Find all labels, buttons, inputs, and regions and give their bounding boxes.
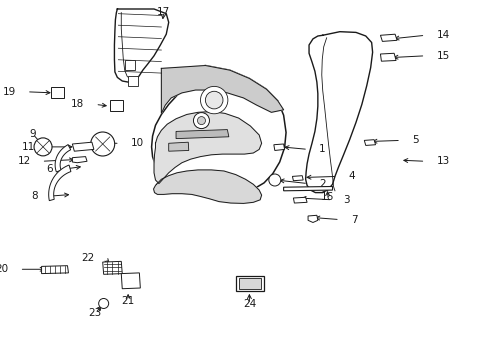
Bar bbox=[236, 276, 264, 291]
Polygon shape bbox=[151, 66, 285, 197]
Polygon shape bbox=[168, 142, 188, 151]
Polygon shape bbox=[305, 32, 372, 193]
Bar bbox=[128, 76, 138, 86]
Polygon shape bbox=[72, 157, 87, 163]
Circle shape bbox=[205, 91, 223, 109]
Text: 20: 20 bbox=[0, 264, 9, 274]
Polygon shape bbox=[55, 145, 71, 172]
Text: 15: 15 bbox=[435, 51, 449, 61]
FancyBboxPatch shape bbox=[110, 100, 122, 111]
Polygon shape bbox=[72, 142, 94, 151]
Polygon shape bbox=[161, 66, 283, 113]
Polygon shape bbox=[380, 34, 396, 41]
Circle shape bbox=[99, 298, 108, 309]
Text: 6: 6 bbox=[46, 164, 53, 174]
Polygon shape bbox=[154, 112, 261, 184]
Text: 13: 13 bbox=[435, 156, 449, 166]
Circle shape bbox=[197, 117, 205, 125]
Polygon shape bbox=[102, 261, 122, 274]
Circle shape bbox=[90, 132, 115, 156]
Circle shape bbox=[34, 138, 52, 156]
Text: 23: 23 bbox=[88, 308, 102, 318]
Text: 11: 11 bbox=[22, 142, 36, 152]
Text: 5: 5 bbox=[411, 135, 418, 145]
Polygon shape bbox=[364, 140, 375, 145]
Polygon shape bbox=[283, 186, 332, 191]
Text: 16: 16 bbox=[320, 192, 334, 202]
Text: 24: 24 bbox=[242, 299, 256, 309]
Polygon shape bbox=[114, 9, 168, 82]
Polygon shape bbox=[41, 266, 68, 274]
Circle shape bbox=[268, 174, 280, 186]
FancyBboxPatch shape bbox=[51, 87, 64, 98]
Polygon shape bbox=[121, 273, 140, 289]
Text: 18: 18 bbox=[71, 99, 84, 109]
Text: 12: 12 bbox=[17, 156, 31, 166]
Polygon shape bbox=[293, 197, 306, 203]
Polygon shape bbox=[176, 130, 228, 139]
Polygon shape bbox=[292, 176, 303, 181]
Text: 8: 8 bbox=[31, 191, 38, 201]
Text: 10: 10 bbox=[130, 138, 143, 148]
Text: 17: 17 bbox=[157, 6, 170, 17]
Text: 22: 22 bbox=[81, 253, 94, 264]
Text: 2: 2 bbox=[318, 179, 325, 189]
Text: 21: 21 bbox=[121, 296, 135, 306]
Polygon shape bbox=[273, 144, 284, 150]
Polygon shape bbox=[153, 170, 261, 203]
Text: 9: 9 bbox=[29, 129, 36, 139]
Text: 3: 3 bbox=[343, 195, 349, 205]
Circle shape bbox=[200, 86, 227, 114]
Bar bbox=[125, 60, 135, 70]
Circle shape bbox=[193, 113, 209, 129]
Text: 7: 7 bbox=[350, 215, 357, 225]
Bar bbox=[238, 278, 261, 289]
Text: 4: 4 bbox=[347, 171, 354, 181]
Polygon shape bbox=[380, 53, 395, 61]
Text: 19: 19 bbox=[2, 87, 16, 97]
Polygon shape bbox=[49, 165, 71, 201]
Text: 14: 14 bbox=[435, 30, 449, 40]
Text: 1: 1 bbox=[318, 144, 325, 154]
Polygon shape bbox=[307, 215, 317, 222]
